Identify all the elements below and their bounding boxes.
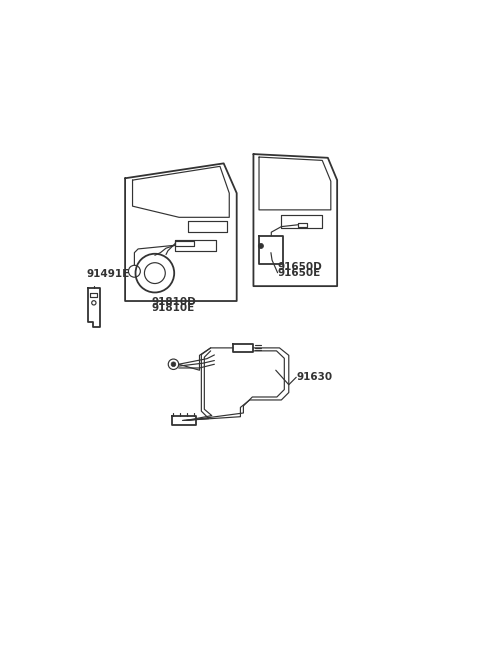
Text: 91650D: 91650D	[277, 262, 323, 272]
Text: 91630: 91630	[296, 372, 332, 383]
Text: 91650E: 91650E	[277, 268, 321, 278]
Text: 91810D: 91810D	[151, 297, 196, 307]
Circle shape	[258, 244, 264, 248]
Text: 91491E: 91491E	[86, 269, 129, 278]
Circle shape	[171, 362, 176, 367]
Text: 91810E: 91810E	[152, 303, 195, 313]
